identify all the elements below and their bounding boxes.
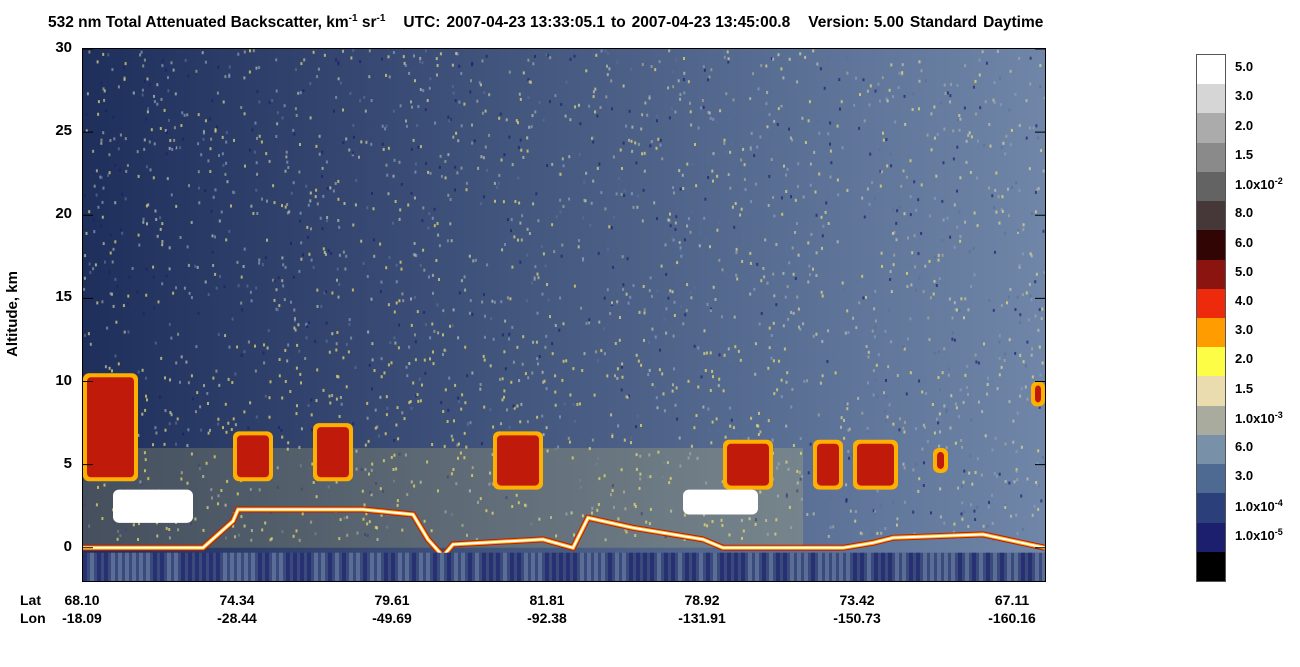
title-unit-exp2: -1 xyxy=(376,13,386,24)
colorbar-label: 1.0x10-2 xyxy=(1235,176,1283,193)
colorbar-swatch xyxy=(1197,142,1225,173)
x-tick-lon: -28.44 xyxy=(217,610,257,626)
colorbar-label: 3.0 xyxy=(1235,88,1254,104)
colorbar-label: 1.0x10-4 xyxy=(1235,497,1283,514)
title-version: Version: 5.00 xyxy=(808,14,904,31)
cloud-core-6 xyxy=(857,443,894,486)
title-unit-exp1: -1 xyxy=(348,13,358,24)
title-unit-sr: sr xyxy=(357,14,377,31)
y-tick-label: 0 xyxy=(63,537,72,555)
cloud-core-2 xyxy=(317,427,349,478)
y-axis-label: Altitude, km xyxy=(4,271,21,357)
colorbar-label: 5.0 xyxy=(1235,263,1254,279)
colorbar-label: 3.0 xyxy=(1235,322,1254,338)
surface-return xyxy=(83,508,1045,558)
title-start-time: 2007-04-23 13:33:05.1 xyxy=(446,14,606,31)
colorbar-label: 1.0x10-3 xyxy=(1235,409,1283,426)
low-cloud-1 xyxy=(683,489,758,515)
cloud-core-7 xyxy=(937,452,944,469)
colorbar-label: 5.0 xyxy=(1235,59,1254,75)
title-mode: Standard xyxy=(909,14,978,31)
cloud-core-3 xyxy=(497,435,539,486)
cloud-core-1 xyxy=(237,435,269,478)
colorbar-swatch xyxy=(1197,288,1225,319)
colorbar-label: 2.0 xyxy=(1235,117,1254,133)
y-tick-label: 20 xyxy=(55,205,72,223)
y-tick-label: 25 xyxy=(55,122,72,140)
low-cloud-0 xyxy=(113,489,193,523)
x-tick-lon: -131.91 xyxy=(678,610,726,626)
colorbar-swatch xyxy=(1197,84,1225,114)
colorbar-label: 2.0 xyxy=(1235,351,1254,367)
cloud-core-8 xyxy=(1035,385,1041,403)
cloud-core-4 xyxy=(727,443,769,486)
x-tick-lat: 81.81 xyxy=(529,592,565,608)
title-product: 532 nm Total Attenuated Backscatter, km xyxy=(48,14,349,31)
colorbar-swatch xyxy=(1197,464,1225,494)
colorbar-swatch xyxy=(1197,113,1225,144)
title-daytime: Daytime xyxy=(983,14,1044,31)
colorbar-label: 4.0 xyxy=(1235,293,1254,308)
x-tick-lon: -160.16 xyxy=(988,610,1036,626)
colorbar-label: 8.0 xyxy=(1235,205,1254,221)
colorbar-swatch xyxy=(1197,551,1225,582)
plot-canvas xyxy=(83,49,1045,581)
x-tick-lon: -49.69 xyxy=(372,610,412,626)
x-tick-lat: 79.61 xyxy=(374,592,410,608)
x-tick-lat: 73.42 xyxy=(839,592,875,608)
subsurface-band xyxy=(83,552,1045,581)
x-tick-lat: 68.10 xyxy=(64,592,100,608)
colorbar-label: 1.5 xyxy=(1235,380,1254,396)
lat-row-label: Lat xyxy=(20,592,41,608)
x-tick-lat: 67.11 xyxy=(994,592,1030,608)
title-utc-label: UTC: xyxy=(403,14,441,31)
chart-title: 532 nm Total Attenuated Backscatter, km-… xyxy=(48,13,1043,32)
x-tick-lat: 78.92 xyxy=(684,592,720,608)
y-tick-label: 30 xyxy=(55,39,72,56)
colorbar-label: 1.0x10-5 xyxy=(1235,526,1283,543)
colorbar-swatch xyxy=(1197,376,1225,407)
colorbar-swatch xyxy=(1197,171,1225,202)
x-tick-lat: 74.34 xyxy=(219,592,255,608)
colorbar-label: 1.5 xyxy=(1235,146,1254,162)
colorbar-label: 6.0 xyxy=(1235,234,1254,250)
title-to: to xyxy=(611,14,626,31)
cloud-core-0 xyxy=(87,377,134,478)
lon-row-label: Lon xyxy=(20,610,46,626)
x-tick-lon: -150.73 xyxy=(833,610,881,626)
title-end-time: 2007-04-23 13:45:00.8 xyxy=(631,14,791,31)
colorbar-swatch xyxy=(1197,201,1225,231)
y-tick-label: 15 xyxy=(55,288,72,306)
colorbar-label: 3.0 xyxy=(1235,468,1254,484)
cloud-core-5 xyxy=(817,443,839,486)
colorbar-swatch xyxy=(1197,347,1225,377)
colorbar-swatch xyxy=(1197,55,1225,85)
colorbar xyxy=(1196,54,1226,582)
colorbar-swatch xyxy=(1197,493,1225,524)
colorbar-swatch xyxy=(1197,230,1225,261)
colorbar-swatch xyxy=(1197,434,1225,465)
y-tick-label: 5 xyxy=(63,454,72,472)
colorbar-label: 6.0 xyxy=(1235,439,1254,455)
x-tick-lon: -18.09 xyxy=(62,610,102,626)
y-tick-label: 10 xyxy=(55,371,72,389)
x-tick-lon: -92.38 xyxy=(527,610,567,626)
sky-background xyxy=(83,49,1045,581)
colorbar-swatch xyxy=(1197,259,1225,290)
backscatter-curtain-plot xyxy=(82,48,1046,582)
colorbar-swatch xyxy=(1197,318,1225,348)
colorbar-swatch xyxy=(1197,405,1225,436)
colorbar-swatch xyxy=(1197,522,1225,553)
